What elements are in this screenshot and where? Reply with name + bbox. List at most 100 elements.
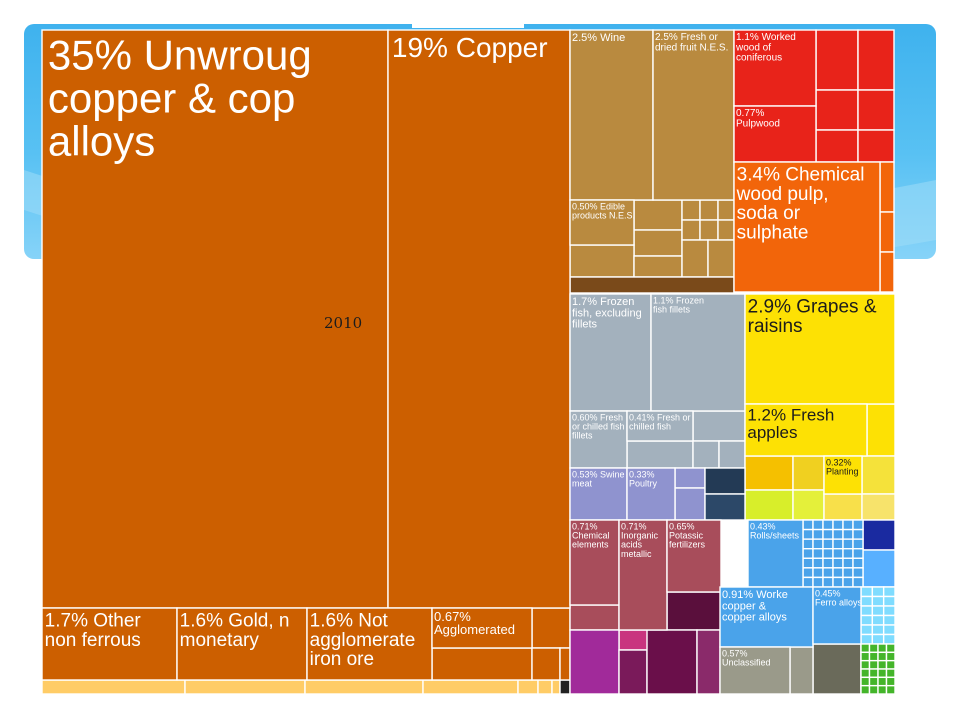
treemap-label-wine: 2.5% Wine — [572, 32, 625, 44]
treemap-cell-pulpwood — [733, 105, 817, 163]
treemap-cell — [517, 679, 539, 695]
treemap-cell — [681, 239, 709, 278]
treemap-label-worked-wood: 1.1% Worked wood of coniferous — [735, 32, 796, 63]
treemap-label-chemical-elements: 0.71% Chemical elements — [572, 521, 610, 549]
treemap-cell — [802, 557, 814, 569]
treemap-cell — [877, 643, 888, 654]
treemap-cell — [707, 239, 735, 278]
treemap-cell-grapes-raisins — [744, 293, 896, 405]
treemap-cell — [822, 519, 834, 531]
treemap-cell — [789, 646, 814, 695]
treemap-cell — [681, 219, 701, 241]
treemap-cell — [842, 538, 854, 550]
treemap-cell-ferro-alloys — [812, 586, 862, 645]
treemap-cell — [852, 528, 864, 540]
treemap-cell-fresh-dried-fruit — [652, 29, 735, 201]
treemap-cell-agglomerated — [431, 607, 533, 649]
treemap-cell — [718, 440, 746, 469]
treemap-label-unwrought-copper: 35% Unwroug copper & cop alloys — [48, 32, 312, 165]
treemap-cell — [569, 276, 735, 294]
treemap-cell — [618, 649, 648, 695]
treemap-cell — [633, 255, 683, 278]
treemap-label-fresh-chilled-fish-fillets: 0.60% Fresh or chilled fish fillets — [572, 412, 625, 440]
treemap-cell — [871, 605, 885, 617]
treemap-cell — [871, 614, 885, 626]
treemap-cell-copper-ores — [387, 29, 571, 609]
treemap-label-other-non-ferrous: 1.7% Other non ferrous — [45, 610, 142, 650]
treemap-cell — [832, 538, 844, 550]
treemap-cell — [877, 684, 888, 695]
treemap-label-rolls-sheets: 0.43% Rolls/sheets — [750, 521, 800, 540]
treemap-label-agglomerated: 0.67% Agglomerated — [434, 609, 515, 637]
treemap-cell — [861, 455, 896, 495]
treemap-cell — [815, 89, 859, 131]
treemap-cell — [674, 487, 706, 521]
treemap-cell — [852, 519, 864, 531]
treemap-cell — [431, 647, 533, 681]
treemap-cell — [699, 199, 719, 221]
treemap-cell — [822, 548, 834, 559]
treemap-label-iron-ore: 1.6% Not agglomerate iron ore — [310, 610, 416, 670]
treemap-cell — [832, 528, 844, 540]
treemap-cell-inorganic-acids — [618, 519, 668, 631]
treemap-cell — [559, 647, 571, 681]
treemap-label-planting: 0.32% Planting — [826, 457, 859, 476]
treemap-cell — [717, 199, 735, 221]
treemap-label-ferro-alloys: 0.45% Ferro alloys — [815, 588, 863, 607]
treemap-cell — [692, 410, 746, 442]
treemap-cell — [626, 440, 694, 469]
treemap-cell — [860, 684, 871, 695]
treemap-label-grapes-raisins: 2.9% Grapes & raisins — [748, 296, 877, 336]
treemap-cell — [674, 467, 706, 489]
treemap-cell — [871, 624, 885, 636]
treemap-cell — [860, 614, 874, 626]
treemap-cell — [815, 29, 859, 91]
treemap-label-frozen-fish: 1.7% Frozen fish, excluding fillets — [572, 296, 642, 330]
treemap-cell-other-non-ferrous — [41, 607, 178, 681]
treemap-cell — [879, 251, 895, 293]
treemap-cell-edible-products — [569, 199, 635, 246]
treemap-cell — [879, 211, 895, 253]
treemap-cell — [885, 668, 896, 679]
treemap-cell — [304, 679, 424, 695]
treemap-cell-gold — [176, 607, 308, 681]
treemap-cell — [531, 647, 561, 681]
treemap-cell — [646, 629, 698, 695]
background-tab — [412, 10, 524, 28]
treemap-cell-unwrought-copper — [41, 29, 389, 609]
treemap-cell — [871, 595, 885, 607]
treemap-label-swine-meat: 0.53% Swine meat — [572, 469, 625, 488]
treemap-cell — [862, 549, 896, 588]
treemap-cell — [812, 519, 824, 531]
treemap-cell — [666, 591, 722, 631]
treemap-cell — [868, 668, 879, 679]
treemap-cell — [812, 567, 824, 579]
treemap-cell — [832, 557, 844, 569]
treemap-cell-wine — [569, 29, 654, 201]
treemap-cell — [832, 576, 844, 588]
treemap-cell — [882, 605, 896, 617]
treemap-cell — [842, 548, 854, 559]
treemap-cell — [692, 440, 720, 469]
treemap-cell-chemical-elements — [569, 519, 620, 606]
treemap-cell — [857, 129, 895, 163]
treemap-cells — [41, 29, 896, 695]
treemap-cell — [860, 633, 874, 645]
treemap-cell-planting — [823, 455, 863, 495]
treemap-cell-chemical-wood-pulp — [733, 161, 881, 293]
treemap-cell — [885, 651, 896, 662]
treemap-cell — [860, 676, 871, 687]
treemap-cell — [860, 624, 874, 636]
treemap-cell — [868, 676, 879, 687]
treemap-cell — [852, 557, 864, 569]
treemap-cell — [792, 489, 825, 521]
treemap-cell — [862, 519, 896, 551]
treemap-label-unclassified: 0.57% Unclassified — [722, 648, 771, 667]
treemap-cell-poultry — [626, 467, 676, 521]
treemap-cell — [877, 659, 888, 670]
treemap-cell — [832, 548, 844, 559]
treemap-cell — [537, 679, 553, 695]
treemap-cell — [866, 403, 896, 457]
treemap-cell — [184, 679, 306, 695]
